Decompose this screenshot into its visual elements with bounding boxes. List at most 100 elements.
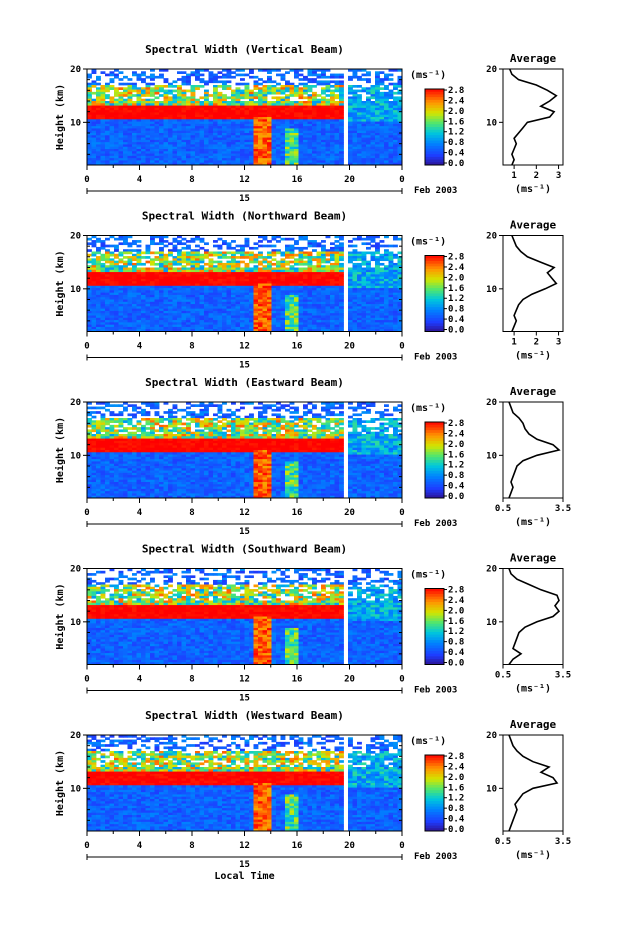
heatmap-cell — [190, 133, 196, 136]
heatmap-cell — [222, 308, 227, 312]
colorbar-band — [425, 151, 444, 155]
heatmap-cell — [244, 242, 250, 246]
heatmap-cell — [118, 237, 124, 241]
heatmap-cell — [276, 87, 281, 90]
heatmap-cell — [208, 149, 214, 152]
heatmap-cell — [186, 310, 191, 314]
heatmap-cell — [186, 274, 191, 278]
heatmap-cell — [213, 110, 218, 113]
heatmap-cell — [271, 317, 277, 321]
heatmap-cell — [208, 283, 214, 287]
heatmap-cell — [118, 288, 124, 291]
heatmap-cell — [87, 103, 92, 106]
heatmap-cell — [258, 128, 263, 132]
heatmap-cell — [204, 142, 209, 145]
heatmap-cell — [352, 110, 358, 113]
heatmap-cell — [222, 285, 227, 289]
heatmap-cell — [316, 310, 322, 314]
heatmap-cell — [267, 320, 272, 323]
heatmap-cell — [294, 91, 299, 95]
colorbar-frame — [424, 88, 445, 166]
heatmap-cell — [208, 130, 214, 134]
heatmap-cell — [204, 80, 209, 84]
heatmap-cell — [141, 153, 146, 157]
heatmap-cell — [159, 262, 164, 266]
heatmap-cell — [145, 308, 151, 312]
heatmap-cell — [330, 146, 335, 150]
heatmap-cell — [199, 246, 205, 250]
heatmap-cell — [370, 306, 376, 310]
colorbar-band — [425, 102, 444, 106]
heatmap-cell — [141, 306, 146, 310]
heatmap-cell — [118, 117, 124, 120]
heatmap-cell — [289, 256, 295, 259]
heatmap-cell — [384, 73, 389, 77]
heatmap-cell — [150, 299, 155, 303]
heatmap-cell — [96, 278, 101, 282]
heatmap-cell — [352, 274, 358, 278]
heatmap-cell — [181, 237, 187, 241]
heatmap-cell — [168, 160, 173, 164]
heatmap-cell — [276, 73, 281, 77]
heatmap-cell — [339, 114, 344, 118]
heatmap-cell — [231, 256, 236, 259]
heatmap-cell — [276, 146, 281, 150]
heatmap-cell — [357, 313, 362, 316]
heatmap-cell — [240, 313, 245, 316]
heatmap-cell — [294, 162, 299, 166]
heatmap-cell — [226, 128, 232, 132]
heatmap-cell — [141, 262, 146, 266]
heatmap-cell — [217, 294, 223, 298]
heatmap-cell — [96, 290, 101, 294]
heatmap-cell — [339, 135, 344, 138]
heatmap-cell — [307, 101, 313, 104]
heatmap-cell — [316, 128, 322, 132]
heatmap-cell — [285, 139, 290, 143]
heatmap-cell — [285, 123, 290, 127]
heatmap-cell — [217, 126, 223, 129]
heatmap-cell — [231, 297, 236, 300]
heatmap-cell — [334, 121, 340, 125]
heatmap-cell — [163, 269, 169, 273]
heatmap-cell — [267, 117, 272, 120]
heatmap-cell — [150, 151, 155, 154]
heatmap-cell — [397, 107, 403, 111]
heatmap-cell — [334, 85, 340, 88]
heatmap-cell — [91, 242, 97, 246]
heatmap-cell — [312, 310, 317, 314]
heatmap-cell — [397, 149, 403, 152]
heatmap-cell — [262, 144, 268, 148]
heatmap-cell — [172, 162, 178, 166]
heatmap-cell — [132, 114, 137, 118]
heatmap-cell — [136, 315, 142, 319]
heatmap-cell — [105, 144, 110, 148]
heatmap-cell — [141, 117, 146, 120]
heatmap-cell — [339, 80, 344, 84]
heatmap-cell — [190, 142, 196, 145]
heatmap-cell — [181, 324, 187, 328]
heatmap-cell — [330, 137, 335, 141]
heatmap-cell — [384, 135, 389, 138]
heatmap-cell — [357, 274, 362, 278]
heatmap-cell — [118, 306, 124, 310]
heatmap-cell — [132, 265, 137, 268]
heatmap-cell — [114, 69, 119, 72]
heatmap-cell — [276, 155, 281, 159]
heatmap-cell — [352, 324, 358, 328]
heatmap-cell — [123, 276, 128, 280]
heatmap-cell — [163, 139, 169, 143]
heatmap-cell — [186, 158, 191, 161]
heatmap-cell — [271, 290, 277, 294]
heatmap-cell — [231, 308, 236, 312]
heatmap-cell — [100, 265, 106, 268]
heatmap-cell — [96, 139, 101, 143]
heatmap-cell — [325, 112, 331, 116]
heatmap-cell — [96, 78, 101, 81]
heatmap-cell — [123, 158, 128, 161]
heatmap-cell — [271, 310, 277, 314]
heatmap-cell — [159, 133, 164, 136]
heatmap-cell — [298, 253, 304, 257]
heatmap-cell — [145, 87, 151, 90]
heatmap-cell — [280, 112, 286, 116]
heatmap-cell — [285, 137, 290, 141]
